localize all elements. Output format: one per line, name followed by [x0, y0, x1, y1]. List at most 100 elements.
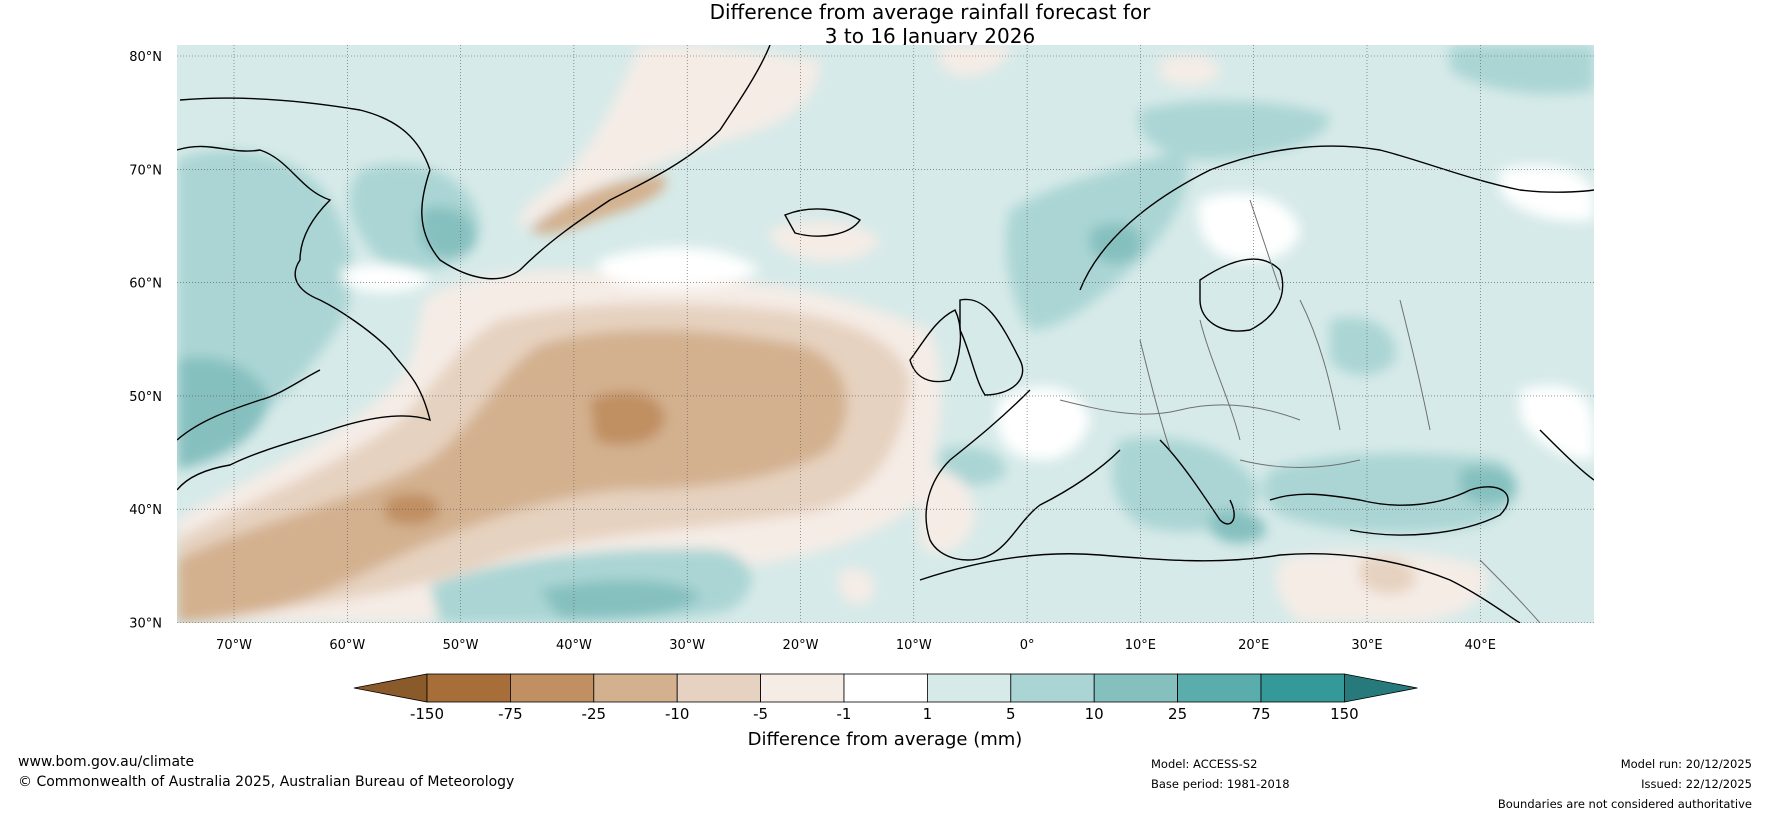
coast-iberia-france [925, 389, 1121, 561]
colorbar-swatch [509, 673, 595, 703]
colorbar-tick-label: -150 [410, 705, 444, 723]
colorbar-swatch [1177, 673, 1262, 703]
colorbar-tick-label: -5 [753, 705, 768, 723]
border-russia-west [1399, 299, 1431, 431]
wet-zone-biscay [940, 446, 1006, 486]
lon-label: 50°W [443, 638, 479, 653]
colorbar-tick-label: 75 [1251, 705, 1270, 723]
country-borders [1059, 199, 1541, 623]
footer-model: Model: ACCESS-S2 [1151, 757, 1258, 771]
colorbar-swatch [426, 673, 511, 703]
coast-greenland [421, 45, 771, 280]
coast-ireland [909, 309, 962, 383]
lon-label: 20°E [1238, 638, 1269, 653]
dry-patch-canary [839, 569, 874, 604]
colorbar-tick-label: 150 [1330, 705, 1359, 723]
colorbar-swatch [843, 673, 928, 703]
colorbar-tick-label: -1 [837, 705, 852, 723]
title-line-1: Difference from average rainfall forecas… [709, 0, 1151, 24]
footer-model-run: Model run: 20/12/2025 [1620, 757, 1752, 771]
colorbar-tick-label: 5 [1006, 705, 1016, 723]
lon-label: 30°W [669, 638, 705, 653]
neutral-zone-sweden [1198, 193, 1300, 262]
coast-black-sea [1269, 486, 1509, 536]
lon-label: 0° [1020, 638, 1035, 653]
dry-zone-iberia [920, 469, 975, 553]
neutral-zone-france [997, 386, 1090, 460]
longitude-labels: 70°W 60°W 50°W 40°W 30°W 20°W 10°W 0° 10°E 20°E 30… [216, 638, 1496, 653]
footer-website: www.bom.gov.au/climate [18, 754, 195, 770]
lat-label: 60°N [129, 277, 162, 292]
wet-zone-barents [1138, 100, 1330, 160]
colorbar-tick-label: -10 [665, 705, 690, 723]
colorbar-extend-high [1344, 673, 1418, 703]
dry-peak-southwest [385, 493, 440, 525]
border-germany-west [1139, 339, 1171, 451]
lon-label: 10°W [896, 638, 932, 653]
footer-base-period: Base period: 1981-2018 [1151, 777, 1290, 791]
coast-north-africa [919, 553, 1521, 623]
coast-iceland [784, 208, 861, 237]
coast-italy [1159, 439, 1235, 525]
colorbar-swatch [760, 673, 845, 703]
lon-label: 70°W [216, 638, 252, 653]
footer-copyright: © Commonwealth of Australia 2025, Austra… [18, 774, 515, 790]
colorbar-tick-label: -75 [498, 705, 523, 723]
neutral-zone-caspian [1520, 385, 1594, 460]
lat-label: 70°N [129, 163, 162, 178]
wet-core-black-sea [1460, 466, 1516, 505]
dry-zone-svalbard [1160, 55, 1220, 86]
coast-caspian [1539, 429, 1594, 481]
dry-core-greenland-east [530, 175, 667, 235]
coast-baffin-north [179, 97, 431, 171]
lat-label: 40°N [129, 503, 162, 518]
footer-disclaimer: Boundaries are not considered authoritat… [1497, 797, 1752, 811]
wet-core-greenland [420, 206, 476, 258]
lat-label: 30°N [129, 617, 162, 632]
border-balkans [1239, 459, 1361, 468]
neutral-zone-russia-north [1500, 165, 1594, 221]
dry-zone-svalbard-west [938, 45, 1010, 76]
dry-peak-midatlantic [590, 391, 665, 445]
colorbar: -150 -75 -25 -10 -5 -1 1 5 10 25 75 150 [353, 673, 1418, 723]
colorbar-swatch [1010, 673, 1095, 703]
coast-north-america [177, 145, 431, 491]
coast-st-lawrence [177, 369, 321, 441]
colorbar-tick-label: 1 [923, 705, 933, 723]
anomaly-field [177, 45, 1594, 623]
wet-zone-italy [1111, 437, 1260, 532]
colorbar-swatch [676, 673, 762, 703]
coast-great-britain [959, 298, 1024, 396]
neutral-zone-irminger [598, 247, 760, 287]
wet-zone-arctic-east [1450, 45, 1594, 94]
lon-label: 20°W [783, 638, 819, 653]
colorbar-swatch [593, 673, 678, 703]
dry-core-middle-east [1360, 557, 1416, 595]
coastlines [177, 45, 1594, 623]
coast-baltic [1199, 258, 1284, 332]
lon-label: 40°E [1465, 638, 1496, 653]
colorbar-swatch [927, 673, 1012, 703]
wet-core-balkans [1210, 511, 1266, 544]
wet-zone-belarus [1330, 317, 1396, 375]
colorbar-tick-label: -25 [582, 705, 607, 723]
wet-core-norway [1090, 223, 1142, 264]
lon-label: 30°E [1351, 638, 1382, 653]
colorbar-extend-low [353, 673, 428, 703]
lat-label: 50°N [129, 390, 162, 405]
border-poland [1199, 319, 1241, 441]
title-line-2: 3 to 16 January 2026 [824, 24, 1036, 48]
dry-zone-core [177, 329, 847, 623]
lat-label: 80°N [129, 50, 162, 65]
lon-label: 40°W [556, 638, 592, 653]
footer-issued: Issued: 22/12/2025 [1641, 777, 1752, 791]
neutral-zone-labrador-sea [340, 264, 430, 292]
latitude-labels: 80°N 70°N 60°N 50°N 40°N 30°N [129, 50, 162, 632]
border-central-europe [1059, 399, 1301, 421]
lon-label: 60°W [329, 638, 365, 653]
lon-label: 10°E [1125, 638, 1156, 653]
border-ukraine-west [1299, 299, 1341, 431]
border-middle-east [1479, 559, 1541, 623]
dry-zone-iceland [769, 221, 880, 262]
